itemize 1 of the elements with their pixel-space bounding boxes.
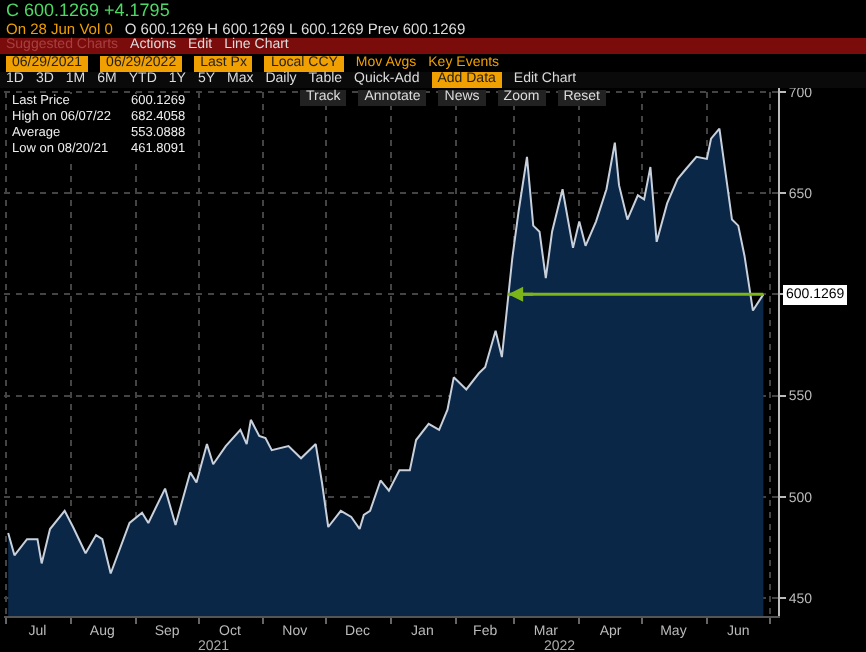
text: C 600.1269 +4.1795: [6, 0, 170, 20]
